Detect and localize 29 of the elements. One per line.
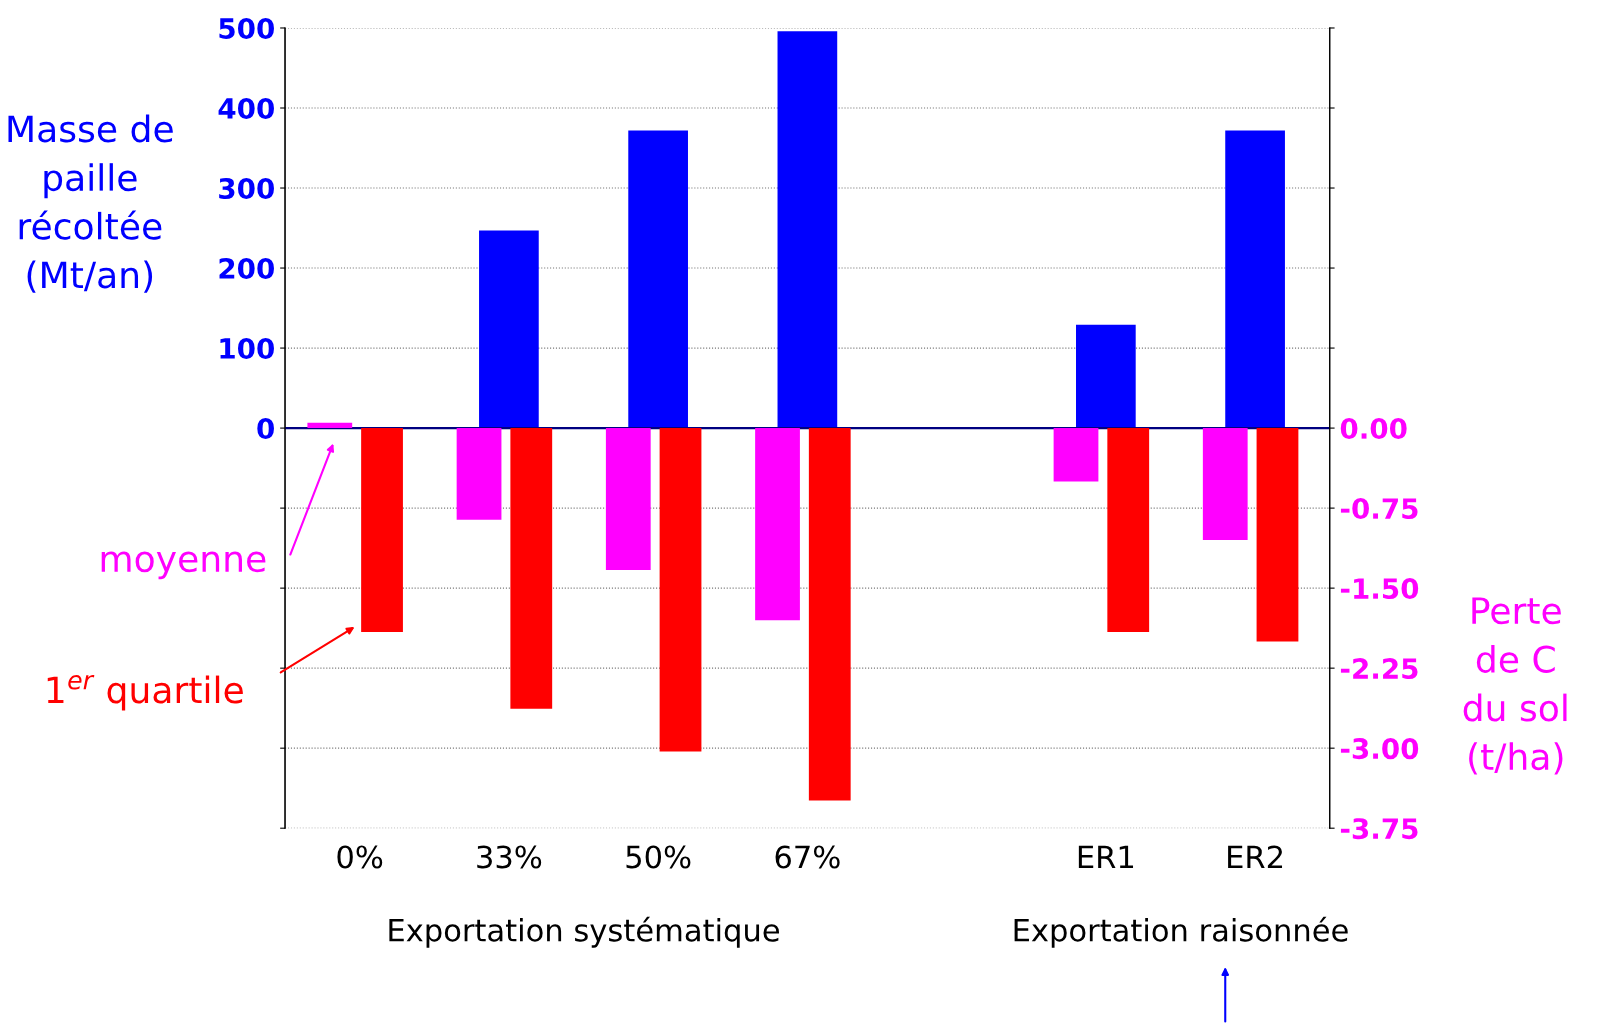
x-tick-label: 33% bbox=[477, 845, 542, 869]
text: Exportation raisonnée bbox=[1014, 916, 1348, 948]
y-tick-label: 500 bbox=[219, 17, 274, 39]
y-axis-title: Masse de paille récoltée (Mt/an) bbox=[8, 114, 173, 293]
text: 1$^{er}$ quartile bbox=[47, 675, 243, 711]
bar bbox=[628, 130, 688, 429]
y2-tick-label: 0.00 bbox=[1340, 418, 1407, 440]
y-tick-label: 400 bbox=[218, 97, 274, 119]
x-tick-label: 50% bbox=[626, 845, 691, 869]
x-tick-label: ER2 bbox=[1228, 845, 1283, 869]
y2-tick-label: -2.25 bbox=[1340, 658, 1418, 680]
y2-tick-label: -1.50 bbox=[1340, 578, 1419, 600]
y2-tick-label: -3.00 bbox=[1340, 738, 1419, 760]
x-tick-label: ER1 bbox=[1078, 845, 1134, 869]
x-tick-label: 0% bbox=[337, 845, 383, 869]
y2-axis-title: Perte de C du sol (t/ha) bbox=[1463, 597, 1567, 775]
text: moyenne bbox=[101, 551, 266, 580]
y2-tick-label: -3.75 bbox=[1340, 818, 1418, 840]
x-tick-label: 67% bbox=[775, 845, 840, 869]
y2-tick-label: -0.75 bbox=[1340, 498, 1418, 520]
bar bbox=[777, 31, 838, 429]
y-tick-label: 200 bbox=[219, 257, 274, 279]
bar bbox=[479, 230, 539, 429]
bar bbox=[1076, 324, 1136, 429]
bar bbox=[1225, 130, 1285, 429]
y-tick-label: 300 bbox=[219, 177, 274, 199]
y-tick-label: 0 bbox=[257, 418, 274, 440]
text: Exportation systématique bbox=[389, 916, 779, 948]
y-tick-label: 100 bbox=[220, 338, 274, 360]
